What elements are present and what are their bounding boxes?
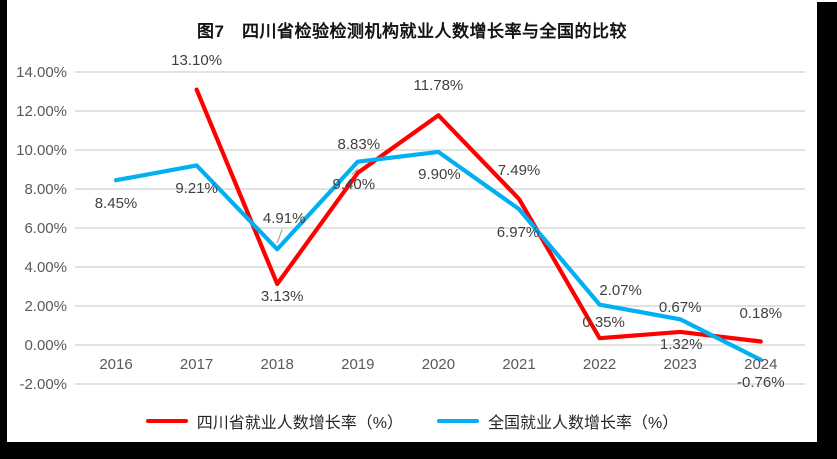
data-label-leader-line bbox=[351, 168, 359, 176]
data-point-label: 6.97% bbox=[496, 224, 540, 242]
page-edge-right bbox=[817, 2, 837, 459]
x-axis-category-label: 2016 bbox=[99, 356, 133, 373]
data-point-label: 8.83% bbox=[337, 135, 381, 153]
y-axis-tick-label: 14.00% bbox=[16, 64, 67, 81]
y-axis-tick-label: 10.00% bbox=[16, 142, 67, 159]
data-point-label: 9.21% bbox=[175, 180, 218, 198]
page-edge-left bbox=[0, 0, 7, 459]
legend-label-sichuan: 四川省就业人数增长率（%） bbox=[196, 415, 403, 432]
x-axis-category-label: 2019 bbox=[341, 356, 375, 373]
data-point-label: 8.45% bbox=[94, 195, 138, 213]
data-point-label: 4.91% bbox=[262, 210, 306, 228]
x-axis-category-label: 2017 bbox=[179, 356, 214, 373]
x-axis-category-label: 2018 bbox=[260, 356, 294, 373]
data-point-label: 2.07% bbox=[599, 281, 642, 299]
x-axis-category-label: 2022 bbox=[582, 356, 617, 373]
data-point-label: 1.32% bbox=[659, 336, 703, 354]
y-axis-tick-label: 8.00% bbox=[24, 181, 67, 198]
data-point-label: 11.78% bbox=[413, 77, 464, 95]
chart-title: 图7 四川省检验检测机构就业人数增长率与全国的比较 bbox=[197, 22, 627, 41]
legend-item-national: 全国就业人数增长率（%） bbox=[437, 409, 678, 433]
y-axis-tick-label: 0.00% bbox=[24, 337, 67, 354]
y-axis-tick-label: 12.00% bbox=[16, 103, 67, 120]
x-axis-category-label: 2021 bbox=[502, 356, 536, 373]
x-axis-category-label: 2020 bbox=[421, 356, 456, 373]
data-point-label: 9.40% bbox=[332, 175, 376, 193]
x-axis-category-label: 2023 bbox=[663, 356, 697, 373]
legend-swatch-sichuan-red-line-icon bbox=[145, 419, 188, 423]
data-point-label: 0.18% bbox=[739, 305, 783, 323]
legend-label-national: 全国就业人数增长率（%） bbox=[488, 415, 679, 432]
y-axis-tick-label: 4.00% bbox=[24, 259, 67, 276]
page-edge-bottom bbox=[0, 442, 837, 459]
legend-swatch-national-blue-line-icon bbox=[437, 419, 479, 423]
data-point-label: 7.49% bbox=[497, 161, 541, 179]
data-point-label: 9.90% bbox=[418, 165, 461, 183]
data-point-label: 3.13% bbox=[260, 287, 304, 305]
y-axis-tick-label: 2.00% bbox=[24, 298, 67, 315]
data-point-label: 0.67% bbox=[658, 298, 702, 316]
data-point-label: -0.76% bbox=[737, 373, 785, 391]
data-point-label: 13.10% bbox=[171, 51, 223, 69]
series-line-sichuan bbox=[194, 87, 763, 344]
series-line-national bbox=[113, 149, 763, 362]
data-point-label: 0.35% bbox=[582, 314, 625, 332]
x-axis-category-label: 2024 bbox=[744, 356, 778, 373]
legend-item-sichuan: 四川省就业人数增长率（%） bbox=[145, 409, 403, 433]
y-axis-tick-label: -2.00% bbox=[19, 376, 67, 393]
chart-legend: 四川省就业人数增长率（%） 全国就业人数增长率（%） bbox=[7, 409, 817, 433]
data-label-leader-line bbox=[276, 229, 283, 244]
y-axis-tick-label: 6.00% bbox=[24, 220, 67, 237]
